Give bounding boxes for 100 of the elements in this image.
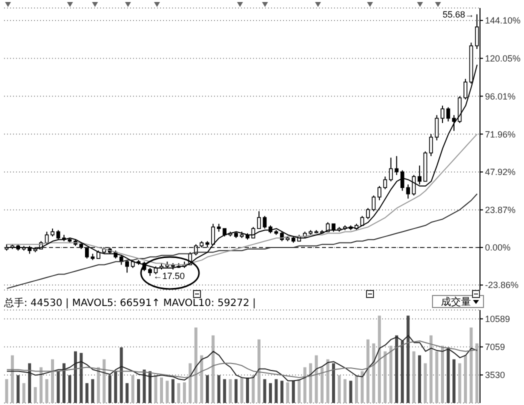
bar — [126, 383, 129, 403]
bar — [223, 379, 226, 403]
bar — [182, 382, 186, 403]
bar — [171, 379, 174, 403]
bar — [280, 380, 284, 403]
bar — [137, 379, 140, 403]
y-tick-label: 0.00% — [485, 242, 511, 253]
bar — [28, 363, 32, 403]
y-tick-label: 23.87% — [485, 205, 516, 216]
y-tick-label: 71.96% — [485, 129, 516, 140]
bar — [286, 382, 290, 403]
candlestick — [429, 134, 433, 157]
bar — [200, 355, 204, 403]
bar — [268, 383, 272, 403]
bar — [96, 367, 100, 403]
y-tick-label: 3530 — [485, 370, 506, 380]
y-tick-label: 144.10% — [485, 16, 521, 26]
bar — [108, 375, 112, 403]
line-series — [6, 340, 478, 378]
bar — [303, 367, 306, 403]
bar — [360, 371, 364, 403]
bar — [263, 379, 266, 403]
candlestick — [378, 186, 382, 201]
bar — [177, 383, 180, 403]
annotation: ←17.50 — [153, 271, 185, 282]
bar — [212, 335, 215, 403]
bar — [10, 355, 14, 403]
bar — [74, 351, 77, 403]
candlestick — [452, 114, 456, 132]
bar — [240, 378, 244, 403]
annotation: 55.68→ — [442, 9, 474, 20]
bar — [154, 375, 158, 403]
candlestick — [434, 114, 439, 141]
bar — [430, 335, 433, 403]
bar — [400, 341, 404, 403]
bar — [418, 355, 422, 403]
y-tick-label: 96.01% — [485, 91, 516, 102]
bar — [80, 352, 83, 403]
bar — [470, 327, 473, 403]
bar — [406, 316, 410, 403]
bar — [85, 383, 88, 403]
bar — [372, 343, 376, 403]
bar — [309, 363, 312, 403]
bar — [40, 367, 43, 403]
candlestick — [446, 106, 450, 122]
bar — [389, 346, 392, 403]
candlestick — [366, 208, 370, 220]
bar — [22, 383, 26, 403]
bar — [34, 387, 37, 403]
bar — [320, 367, 324, 403]
bar — [252, 375, 255, 403]
bar — [298, 379, 301, 403]
bar — [395, 335, 398, 403]
bar — [142, 370, 146, 403]
bar — [234, 379, 238, 403]
bar — [5, 379, 8, 403]
bar — [217, 375, 220, 403]
bar — [16, 375, 20, 403]
bar — [148, 371, 152, 403]
bar — [314, 355, 318, 403]
bar — [274, 379, 278, 403]
bar — [349, 380, 352, 403]
bar — [160, 378, 163, 403]
bar — [292, 380, 295, 403]
candlestick — [440, 105, 444, 124]
y-tick-label: 120.05% — [485, 54, 521, 64]
bar — [384, 351, 387, 403]
bar — [452, 359, 456, 403]
line-series — [6, 334, 478, 382]
candlestick — [418, 165, 422, 185]
candlestick — [464, 78, 468, 100]
bar — [62, 363, 66, 403]
candlestick — [56, 230, 60, 240]
bar — [131, 375, 134, 403]
candlestick — [257, 210, 261, 230]
bar — [412, 351, 416, 403]
bar — [194, 327, 198, 403]
y-tick-label: -23.86% — [485, 280, 519, 290]
bar — [458, 363, 462, 403]
bar — [326, 359, 330, 403]
y-tick-label: 10589 — [485, 314, 510, 324]
y-tick-label: 47.92% — [485, 167, 516, 178]
bar — [102, 359, 106, 403]
bar — [435, 351, 438, 403]
bar — [344, 379, 347, 403]
candlestick — [262, 215, 267, 230]
bar — [56, 371, 60, 403]
y-tick-label: 7059 — [485, 342, 506, 352]
bar — [228, 379, 232, 403]
bar — [424, 363, 427, 403]
text: 总手: 44530 | MAVOL5: 66591↑ MAVOL10: 59272 | — [4, 296, 256, 310]
bar — [166, 380, 169, 403]
bar — [338, 375, 341, 403]
dropdown-field: 成交量 — [432, 295, 484, 308]
candlestick — [372, 194, 376, 212]
bar — [51, 359, 54, 403]
candlestick — [85, 246, 89, 259]
candlestick — [383, 176, 388, 190]
bar — [68, 375, 72, 403]
bar — [441, 346, 444, 403]
